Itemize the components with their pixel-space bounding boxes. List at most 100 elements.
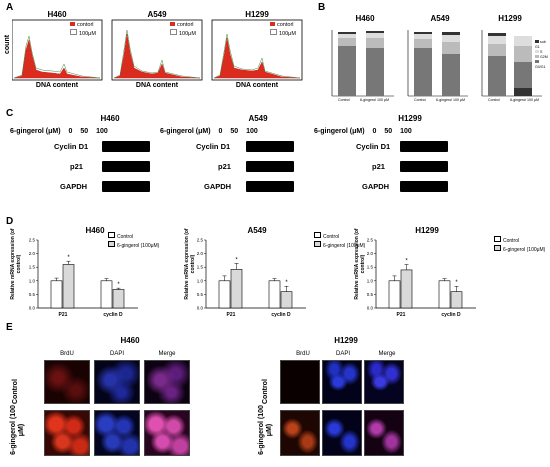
legend-treated: 6-gingerol (100μM) bbox=[503, 247, 546, 253]
panel-d-title-a549: A549 bbox=[247, 226, 267, 235]
panel-e-row-treated-1: 6-gingerol (100 μM) bbox=[10, 405, 25, 455]
panel-e-title-h460: H460 bbox=[120, 336, 140, 345]
y-tick-label: 2.0 bbox=[29, 251, 36, 256]
bar-p21-control bbox=[50, 280, 63, 309]
bar-cyclin-d-control bbox=[100, 280, 113, 309]
bar-p21-control bbox=[218, 280, 231, 309]
bar-p21-treated bbox=[230, 269, 243, 309]
bar-p21-treated bbox=[400, 269, 413, 309]
panel-c-row-cyclind1-2: Cyclin D1 bbox=[196, 142, 231, 151]
y-tick-label: 1.5 bbox=[367, 265, 374, 270]
histogram-h460 bbox=[12, 19, 103, 81]
x-category-label: cyclin D bbox=[103, 312, 123, 318]
panel-c-row-p21-2: p21 bbox=[218, 162, 231, 171]
bar-p21-treated bbox=[62, 264, 75, 309]
gel-a549-p21 bbox=[246, 161, 294, 172]
bar-cyclin-d-treated bbox=[450, 291, 463, 309]
panel-e-col-dapi-1: DAPI bbox=[109, 351, 124, 357]
panel-d-title-h1299: H1299 bbox=[415, 226, 439, 235]
legend-control-label: contorl bbox=[77, 22, 94, 28]
micrograph-h1299-control-dapi bbox=[322, 360, 362, 404]
y-tick-label: 1.0 bbox=[367, 278, 374, 283]
panel-b-xlabel-ctrl-3: Control bbox=[488, 98, 500, 102]
gel-h460-p21 bbox=[102, 161, 150, 172]
gel-a549-cyclind1 bbox=[246, 141, 294, 152]
panel-b-title-h1299: H1299 bbox=[498, 14, 522, 23]
panel-a-xlabel-a549: DNA content bbox=[135, 82, 179, 89]
gel-h1299-cyclind1 bbox=[400, 141, 448, 152]
panel-e-col-brdu-2: BrdU bbox=[296, 351, 310, 357]
panel-a-title-h460: H460 bbox=[47, 10, 67, 19]
y-tick-label: 2.5 bbox=[367, 238, 374, 243]
y-tick-label: 0.5 bbox=[197, 292, 204, 297]
panel-b-title-a549: A549 bbox=[430, 14, 450, 23]
legend-control: Control bbox=[323, 234, 340, 240]
panel-b-xlabel-trt-1: 6-gingerol 100 μM bbox=[360, 98, 390, 102]
panel-b-xlabel-trt-2: 6-gingerol 100 μM bbox=[436, 98, 466, 102]
panel-label-a: A bbox=[6, 2, 14, 13]
panel-b-legend: sub G1 S G2M G0/G1 bbox=[535, 40, 550, 70]
histogram-h1299 bbox=[211, 19, 303, 81]
micrograph-h460-control-brdu bbox=[44, 360, 90, 404]
y-tick-label: 1.0 bbox=[197, 278, 204, 283]
micrograph-h1299-treated-merge bbox=[364, 410, 404, 456]
panel-c-title-h460: H460 bbox=[100, 114, 120, 123]
panel-a-legend-a549: contorl 100μM bbox=[170, 22, 196, 38]
legend-g0g1: G0/G1 bbox=[535, 65, 546, 69]
bar-cyclin-d-treated bbox=[112, 289, 125, 309]
micrograph-h460-treated-brdu bbox=[44, 410, 90, 456]
legend-treated-label: 100μM bbox=[279, 31, 296, 37]
significance-star: * bbox=[67, 255, 70, 261]
x-category-label: P21 bbox=[397, 312, 406, 318]
gel-h1299-p21 bbox=[400, 161, 448, 172]
bar-cyclin-d-treated bbox=[280, 291, 293, 309]
panel-d-legend-3: Control 6-gingerol (100μM) bbox=[494, 236, 545, 254]
panel-b-xlabel-ctrl-1: Control bbox=[338, 98, 350, 102]
legend-control: Control bbox=[117, 234, 134, 240]
x-category-label: cyclin D bbox=[441, 312, 461, 318]
legend-control-label: contorl bbox=[277, 22, 294, 28]
panel-c-row-p21-1: p21 bbox=[70, 162, 83, 171]
y-tick-label: 2.0 bbox=[197, 251, 204, 256]
significance-star: * bbox=[235, 257, 238, 263]
panel-c-dose-label-2: 6-gingerol (μM) 0 50 100 bbox=[160, 128, 258, 135]
y-tick-label: 1.5 bbox=[29, 265, 36, 270]
micrograph-h1299-treated-brdu bbox=[280, 410, 320, 456]
panel-b-title-h460: H460 bbox=[355, 14, 375, 23]
panel-c-dose-label-1: 6-gingerol (μM) 0 50 100 bbox=[10, 128, 108, 135]
micrograph-h1299-treated-dapi bbox=[322, 410, 362, 456]
panel-c-title-h1299: H1299 bbox=[398, 114, 422, 123]
legend-subg1: sub G1 bbox=[535, 40, 546, 49]
panel-b-stacked-bars bbox=[331, 30, 542, 97]
histogram-a549 bbox=[111, 19, 203, 81]
x-category-label: P21 bbox=[59, 312, 68, 318]
panel-d-title-h460: H460 bbox=[85, 226, 105, 235]
legend-s: S bbox=[540, 50, 543, 54]
micrograph-h460-treated-merge bbox=[144, 410, 190, 456]
panel-a-legend-h1299: contorl 100μM bbox=[270, 22, 296, 38]
panel-b-xlabel-trt-3: 6-gingerol 100 μM bbox=[510, 98, 540, 102]
x-category-label: cyclin D bbox=[271, 312, 291, 318]
panel-label-e: E bbox=[6, 322, 13, 333]
panel-c-dose-label-3: 6-gingerol (μM) 0 50 100 bbox=[314, 128, 412, 135]
y-tick-label: 0.0 bbox=[367, 306, 374, 311]
panel-c-title-a549: A549 bbox=[248, 114, 268, 123]
bar-p21-control bbox=[388, 280, 401, 309]
panel-a-title-h1299: H1299 bbox=[245, 10, 269, 19]
panel-c-row-gapdh-3: GAPDH bbox=[362, 182, 390, 191]
panel-a-xlabel-h1299: DNA content bbox=[235, 82, 279, 89]
micrograph-h460-control-merge bbox=[144, 360, 190, 404]
panel-a-legend-h460: contorl 100μM bbox=[70, 22, 96, 38]
stacked-chart-h1299 bbox=[481, 30, 542, 97]
significance-star: * bbox=[285, 280, 288, 286]
y-tick-label: 0.5 bbox=[367, 292, 374, 297]
panel-a-histograms bbox=[12, 19, 303, 81]
panel-d-legend-1: Control 6-gingerol (100μM) bbox=[108, 232, 159, 250]
legend-treated: 6-gingerol (100μM) bbox=[323, 243, 366, 249]
y-tick-label: 2.0 bbox=[367, 251, 374, 256]
y-tick-label: 0.5 bbox=[29, 292, 36, 297]
micrograph-h1299-control-brdu bbox=[280, 360, 320, 404]
micrograph-h460-control-dapi bbox=[94, 360, 140, 404]
micrograph-h460-treated-dapi bbox=[94, 410, 140, 456]
significance-star: * bbox=[405, 258, 408, 264]
